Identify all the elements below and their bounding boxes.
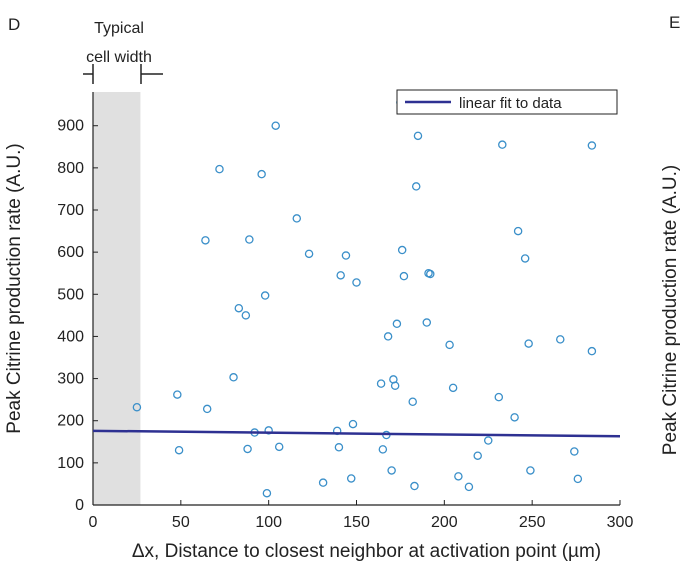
scatter-point [408, 397, 417, 406]
scatter-point [241, 311, 251, 320]
scatter-point [556, 335, 565, 344]
scatter-point [243, 444, 252, 454]
scatter-point [260, 291, 270, 300]
x-tick-label: 200 [431, 514, 458, 531]
scatter-point [201, 236, 210, 245]
scatter-point [494, 392, 504, 402]
scatter-point [334, 443, 344, 452]
scatter-point [378, 445, 388, 454]
cell-width-annotation: Typical cell width [83, 20, 163, 84]
scatter-point [292, 214, 302, 223]
scatter-point [174, 445, 184, 455]
y-ticks: 0 100 200 300 400 500 600 700 800 900 [57, 118, 98, 514]
y-tick-label: 900 [57, 118, 84, 135]
scatter-point [498, 140, 507, 149]
scatter-point [318, 478, 328, 487]
scatter-point [376, 379, 386, 388]
scatter-point [341, 251, 351, 260]
scatter-point [346, 474, 356, 483]
scatter-point [390, 381, 400, 390]
scatter-point [410, 481, 419, 491]
scatter-point [413, 131, 423, 141]
scatter-point [411, 182, 421, 191]
y-tick-label: 0 [75, 497, 84, 514]
scatter-point [352, 278, 361, 287]
scatter-point [473, 451, 482, 460]
scatter-point [483, 436, 493, 445]
scatter-point [587, 141, 597, 150]
scatter-point [392, 319, 402, 329]
panel-label-d: D [8, 15, 20, 34]
scatter-point [173, 390, 182, 399]
scatter-point [304, 249, 314, 259]
scatter-point [445, 340, 454, 350]
y-tick-label: 100 [57, 455, 84, 472]
cell-width-shaded-region [93, 92, 141, 505]
scatter-point [262, 488, 272, 498]
scatter-point [348, 419, 358, 429]
x-tick-label: 0 [89, 514, 98, 531]
scatter-point [454, 472, 463, 481]
y-tick-label: 400 [57, 328, 84, 345]
scatter-point [426, 269, 435, 279]
annotation-line-1: Typical [94, 20, 144, 37]
scatter-point [513, 226, 523, 236]
scatter-point [524, 339, 533, 348]
scatter-point [422, 318, 432, 327]
scatter-point [132, 402, 142, 412]
scatter-point [229, 373, 238, 382]
scatter-points [132, 98, 597, 498]
scatter-point [257, 169, 266, 179]
linear-fit-line [92, 429, 621, 438]
right-panel-ylabel: Peak Citrine production rate (A.U.) [660, 165, 680, 455]
x-tick-label: 50 [172, 514, 190, 531]
scatter-point [264, 426, 273, 435]
y-tick-label: 600 [57, 244, 84, 261]
scatter-point [387, 466, 396, 475]
x-tick-label: 150 [343, 514, 370, 531]
scatter-point [520, 254, 530, 263]
scatter-point [573, 474, 583, 484]
scatter-point [383, 332, 393, 341]
x-tick-label: 300 [607, 514, 634, 531]
scatter-point [448, 383, 458, 393]
scatter-point [570, 447, 579, 456]
x-tick-label: 250 [519, 514, 546, 531]
scatter-point [274, 442, 284, 452]
scatter-point [464, 482, 474, 492]
scatter-point [202, 404, 212, 414]
y-tick-label: 300 [57, 371, 84, 388]
scatter-point [271, 121, 280, 130]
y-axis-label: Peak Citrine production rate (A.U.) [4, 143, 25, 433]
legend-label: linear fit to data [459, 95, 562, 112]
scatter-point [587, 346, 597, 356]
scatter-point [336, 271, 345, 280]
x-tick-label: 100 [255, 514, 282, 531]
scatter-point [510, 413, 519, 422]
scatter-point [234, 303, 244, 313]
annotation-line-2: cell width [86, 49, 152, 66]
y-tick-label: 500 [57, 286, 84, 303]
scatter-point [245, 235, 254, 244]
x-axis-label: Δx, Distance to closest neighbor at acti… [132, 541, 601, 562]
y-tick-label: 800 [57, 160, 84, 177]
y-tick-label: 200 [57, 413, 84, 430]
panel-label-e: E [669, 13, 680, 32]
legend: linear fit to data [396, 89, 618, 115]
x-ticks: 0 50 100 150 200 250 300 [89, 500, 634, 531]
scatter-point [215, 164, 224, 174]
scatter-point [399, 271, 409, 281]
scatter-point [526, 466, 535, 475]
scatter-point [397, 245, 407, 255]
y-tick-label: 700 [57, 202, 84, 219]
